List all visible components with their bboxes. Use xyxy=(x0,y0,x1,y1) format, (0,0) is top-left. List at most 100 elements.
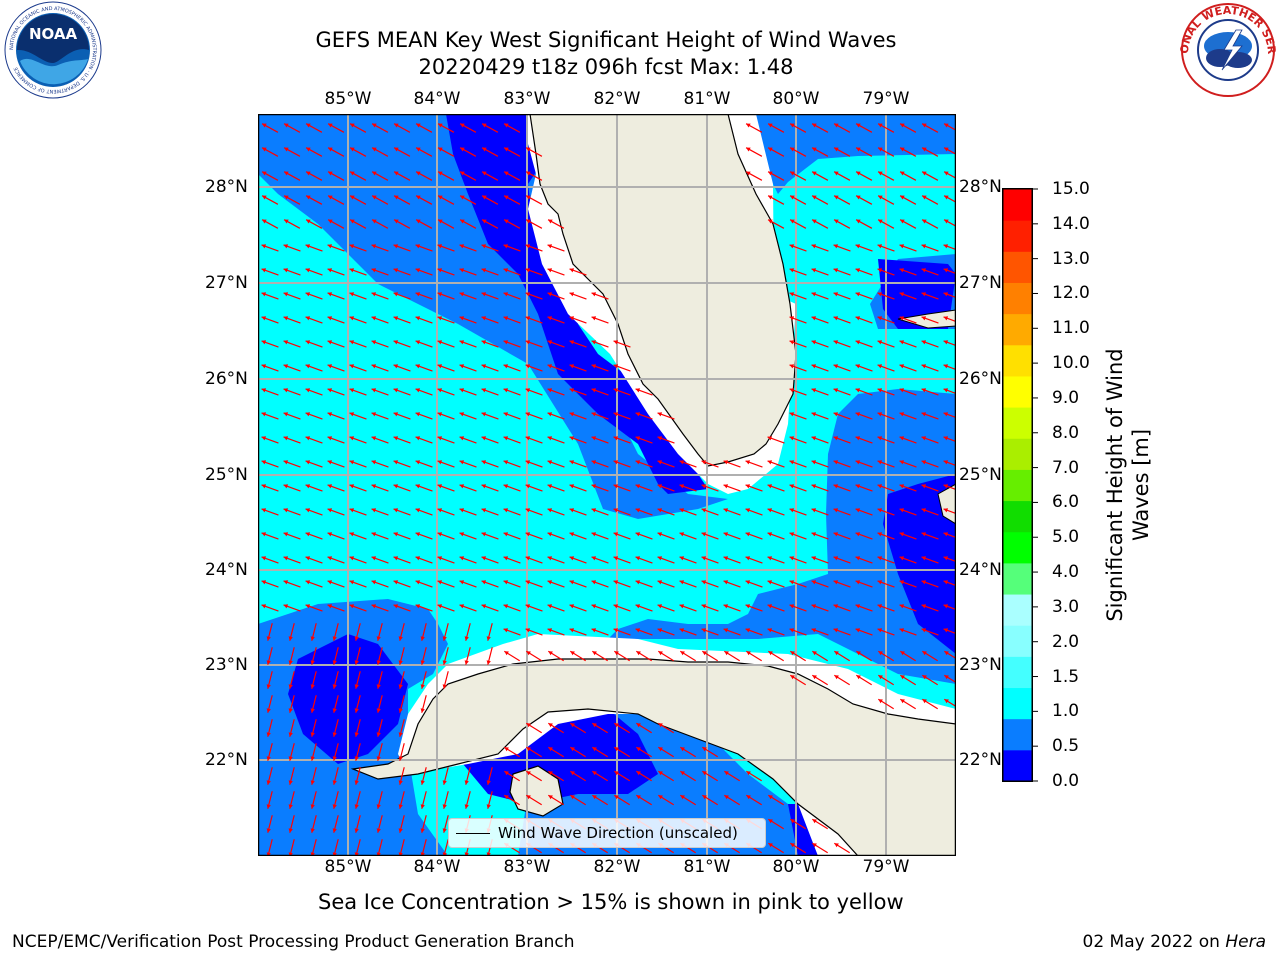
colorbar-tick-label: 12.0 xyxy=(1052,283,1090,304)
direction-arrow xyxy=(943,460,956,467)
direction-arrow xyxy=(305,340,323,348)
colorbar xyxy=(1002,188,1038,782)
colorbar-tick-label: 7.0 xyxy=(1052,457,1080,478)
direction-arrow xyxy=(503,147,521,157)
direction-arrow xyxy=(789,147,807,157)
direction-arrow xyxy=(415,604,433,612)
direction-arrow xyxy=(393,580,411,588)
direction-arrow xyxy=(393,316,411,324)
direction-arrow xyxy=(354,791,361,809)
direction-arrow xyxy=(833,340,851,348)
direction-arrow xyxy=(855,388,873,396)
direction-arrow xyxy=(283,508,301,516)
colorbar-frame xyxy=(1002,188,1033,782)
direction-arrow xyxy=(398,743,405,761)
direction-arrow xyxy=(547,580,565,588)
direction-arrow xyxy=(504,770,520,782)
direction-arrow xyxy=(768,842,784,854)
direction-arrow xyxy=(591,340,609,348)
direction-arrow xyxy=(393,388,411,396)
direction-arrow xyxy=(592,722,608,734)
direction-arrow xyxy=(834,650,850,662)
direction-arrow xyxy=(899,340,917,348)
direction-arrow xyxy=(305,219,323,229)
direction-arrow xyxy=(547,292,565,300)
direction-arrow xyxy=(525,532,543,540)
direction-arrow xyxy=(547,364,565,372)
colorbar-tick-label: 3.0 xyxy=(1052,596,1080,617)
direction-arrow xyxy=(415,532,433,540)
direction-arrow xyxy=(547,244,565,252)
direction-arrow xyxy=(354,719,361,737)
direction-arrow xyxy=(789,123,807,133)
lon-tick-label: 82°W xyxy=(593,857,641,877)
colorbar-segment xyxy=(1003,500,1032,533)
direction-arrow xyxy=(437,556,455,564)
direction-arrow xyxy=(591,508,609,516)
direction-arrow xyxy=(943,268,956,275)
direction-arrow xyxy=(569,460,587,468)
direction-arrow xyxy=(481,580,499,588)
direction-arrow xyxy=(459,556,477,564)
direction-arrow xyxy=(305,388,323,396)
direction-arrow xyxy=(745,532,763,540)
direction-arrow xyxy=(305,532,323,540)
direction-arrow xyxy=(305,123,323,133)
direction-arrow xyxy=(437,316,455,324)
direction-arrow xyxy=(327,484,345,492)
direction-arrow xyxy=(921,508,939,516)
direction-arrow xyxy=(877,604,895,612)
direction-arrow xyxy=(503,364,521,372)
direction-arrow xyxy=(899,244,917,252)
direction-arrow xyxy=(855,147,873,157)
direction-arrow xyxy=(459,147,477,157)
direction-arrow xyxy=(658,650,674,662)
direction-arrow xyxy=(833,388,851,396)
direction-arrow xyxy=(459,580,477,588)
direction-arrow xyxy=(503,628,521,636)
direction-arrow xyxy=(900,650,916,662)
direction-arrow xyxy=(504,746,520,758)
direction-arrow xyxy=(921,268,939,276)
direction-arrow xyxy=(504,650,520,662)
direction-arrow xyxy=(371,244,389,252)
direction-arrow xyxy=(592,650,608,662)
direction-arrow xyxy=(724,650,740,662)
direction-arrow xyxy=(943,508,956,515)
lat-tick-label: 22°N xyxy=(959,750,1002,770)
direction-arrow xyxy=(569,316,587,324)
direction-arrow xyxy=(437,340,455,348)
direction-arrow xyxy=(464,767,471,785)
direction-arrow xyxy=(702,650,718,662)
direction-arrow xyxy=(591,412,609,420)
direction-arrow xyxy=(811,580,829,588)
direction-arrow xyxy=(613,628,631,636)
direction-arrow xyxy=(746,770,762,782)
direction-arrow xyxy=(261,604,279,612)
direction-arrow xyxy=(349,268,367,276)
direction-arrow xyxy=(393,412,411,420)
colorbar-segment xyxy=(1003,220,1032,252)
lat-tick-label: 23°N xyxy=(959,655,1002,675)
direction-arrow xyxy=(481,147,499,157)
direction-arrow xyxy=(635,508,653,516)
direction-arrow xyxy=(613,460,631,468)
direction-arrow xyxy=(305,244,323,252)
direction-arrow xyxy=(833,508,851,516)
direction-arrow xyxy=(503,195,521,205)
direction-arrow xyxy=(437,219,455,229)
lon-tick-label: 82°W xyxy=(593,89,641,109)
direction-arrow xyxy=(768,650,784,662)
direction-arrow xyxy=(855,580,873,588)
direction-arrow xyxy=(723,604,741,612)
direction-arrow xyxy=(261,244,279,252)
direction-arrow xyxy=(723,460,741,468)
direction-arrow xyxy=(789,340,807,348)
direction-arrow xyxy=(548,770,564,782)
direction-arrow xyxy=(503,388,521,396)
direction-arrow xyxy=(459,123,477,133)
direction-arrow xyxy=(877,364,895,372)
direction-arrow xyxy=(591,364,609,372)
direction-arrow xyxy=(943,171,956,179)
direction-arrow xyxy=(877,292,895,300)
